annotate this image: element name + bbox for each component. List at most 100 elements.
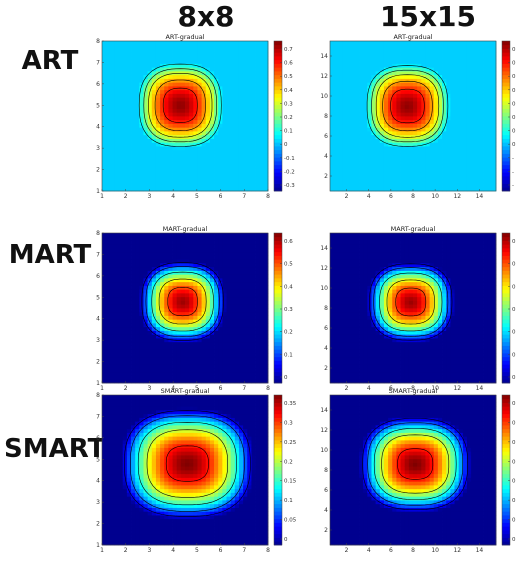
heatmap-cell [151,123,157,128]
heatmap-cell [255,116,261,121]
heatmap-cell [330,116,335,121]
heatmap-cell [102,334,107,339]
heatmap-cell [122,338,128,343]
heatmap-cell [247,134,252,139]
heatmap-cell [126,266,132,271]
heatmap-cell [118,259,124,264]
colorbar-segment [274,116,282,121]
heatmap-cell [160,56,165,61]
heatmap-cell [160,74,165,79]
heatmap-cell [442,93,447,98]
heatmap-cell [176,164,182,169]
heatmap-cell [226,59,232,64]
heatmap-cell [471,142,476,147]
heatmap-cell [354,116,360,121]
heatmap-cell [168,233,173,238]
heatmap-cell [230,52,236,57]
heatmap-cell [209,285,215,290]
heatmap-cell [363,74,368,79]
heatmap-cell [102,379,107,384]
heatmap-cell [383,134,389,139]
heatmap-cell [205,323,211,328]
heatmap-cell [114,304,119,309]
heatmap-cell [131,244,136,249]
heatmap-cell [106,146,111,151]
heatmap-cell [110,116,115,121]
heatmap-cell [466,108,472,113]
heatmap-cell [205,161,211,166]
heatmap-cell [106,296,111,301]
heatmap-cell [396,127,401,132]
heatmap-cell [180,97,186,102]
heatmap-cell [350,78,356,83]
heatmap-cell [458,116,464,121]
heatmap-cell [155,108,161,113]
heatmap-cell [155,101,161,106]
heatmap-cell [404,172,410,177]
heatmap-cell [114,281,119,286]
heatmap-cell [222,300,227,305]
heatmap-cell [450,63,455,68]
colorbar-segment [274,172,282,177]
heatmap-cell [483,78,489,83]
heatmap-cell [259,93,265,98]
heatmap-cell [160,379,165,384]
heatmap-cell [218,356,223,361]
heatmap-cell [238,341,244,346]
heatmap-cell [185,368,190,373]
heatmap-cell [392,157,397,162]
heatmap-cell [251,108,256,113]
heatmap-cell [176,330,182,335]
heatmap-cell [126,67,132,72]
heatmap-cell [334,187,339,192]
heatmap-cell [168,360,173,365]
heatmap-cell [396,71,401,76]
heatmap-cell [383,123,389,128]
heatmap-cell [110,108,115,113]
heatmap-cell [421,116,426,121]
heatmap-cell [110,161,115,166]
heatmap-cell [408,86,414,91]
heatmap-cell [139,248,144,253]
heatmap-cell [118,157,124,162]
heatmap-cell [205,101,211,106]
heatmap-cell [383,172,389,177]
heatmap-cell [222,349,227,354]
heatmap-cell [392,127,397,132]
heatmap-cell [160,368,165,373]
heatmap-cell [126,368,132,373]
heatmap-cell [263,56,269,61]
heatmap-cell [367,41,372,46]
heatmap-cell [338,176,343,181]
heatmap-cell [176,338,182,343]
heatmap-cell [176,146,182,151]
heatmap-cell [243,78,248,83]
heatmap-cell [147,368,153,373]
heatmap-cell [226,334,232,339]
heatmap-cell [147,285,153,290]
heatmap-cell [147,56,153,61]
heatmap-cell [122,176,128,181]
heatmap-cell [379,86,385,91]
heatmap-cell [155,371,161,376]
heatmap-cell [189,134,194,139]
heatmap-cell [168,179,173,184]
heatmap-cell [450,97,455,102]
heatmap-cell [437,101,443,106]
heatmap-cell [350,172,356,177]
heatmap-cell [135,119,140,124]
heatmap-cell [234,341,240,346]
heatmap-cell [110,71,115,76]
heatmap-cell [487,71,493,76]
heatmap-cell [218,236,223,241]
heatmap-cell [168,93,173,98]
heatmap-cell [126,338,132,343]
heatmap-cell [164,263,169,268]
heatmap-cell [238,41,244,46]
heatmap-cell [168,278,173,283]
x-tick-label: 7 [242,193,246,200]
heatmap-cell [429,104,435,109]
heatmap-cell [160,164,165,169]
heatmap-cell [487,187,493,192]
heatmap-cell [155,285,161,290]
